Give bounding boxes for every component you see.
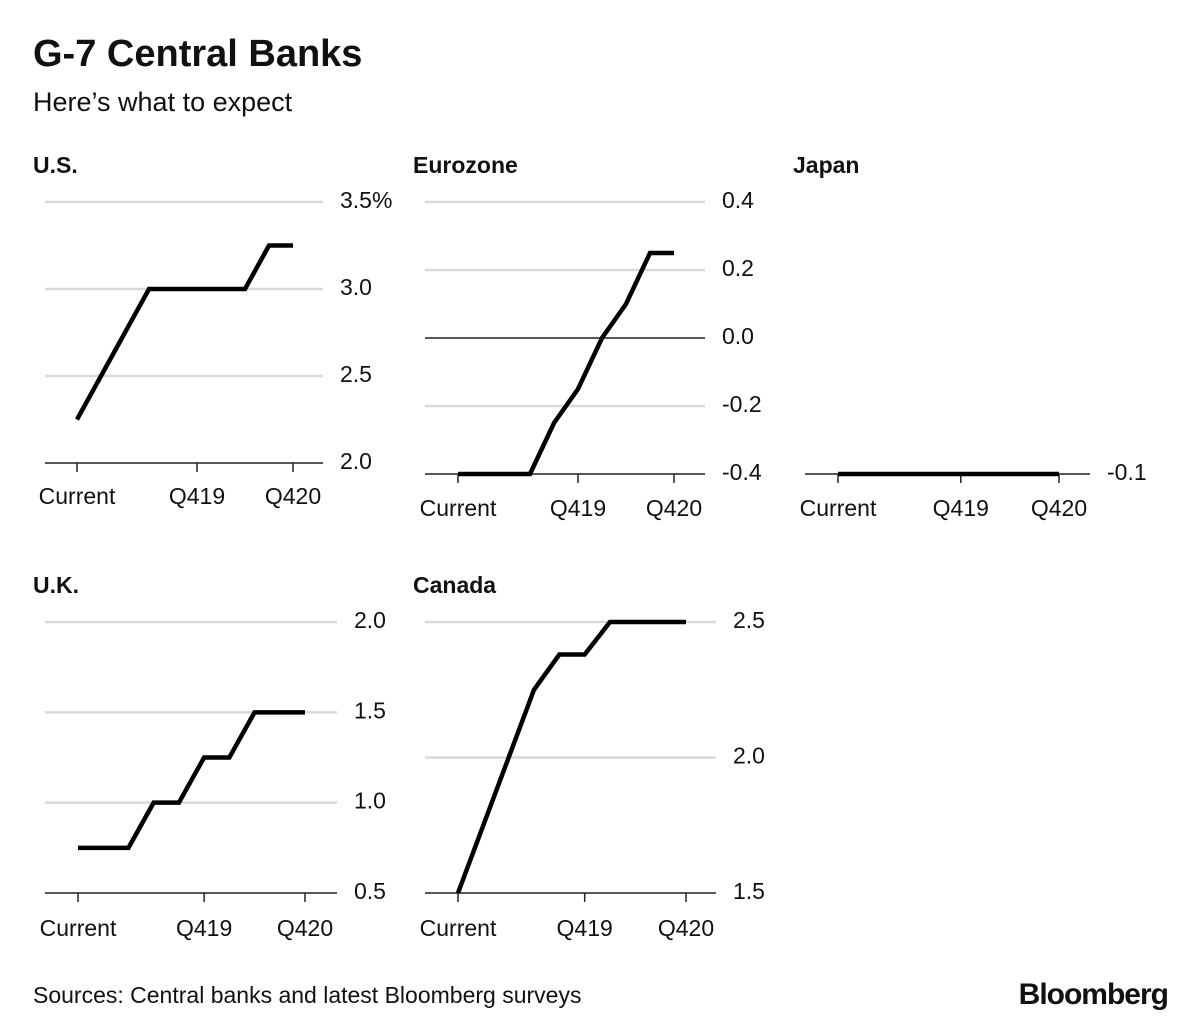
panel-title: Canada xyxy=(413,572,496,598)
title: G-7 Central Banks xyxy=(33,33,362,75)
x-tick-label: Current xyxy=(420,495,497,521)
y-tick-label: -0.2 xyxy=(722,391,762,417)
y-tick-label: 1.5 xyxy=(354,697,386,723)
x-tick-label: Current xyxy=(800,495,877,521)
panel-title: U.S. xyxy=(33,152,78,178)
data-line xyxy=(78,710,305,851)
x-tick-label: Q419 xyxy=(176,915,232,941)
y-tick-label: 2.0 xyxy=(733,743,765,769)
panel-title: U.K. xyxy=(33,572,79,598)
x-tick-label: Q419 xyxy=(557,915,613,941)
y-tick-label: -0.1 xyxy=(1107,459,1147,485)
y-tick-label: 2.5 xyxy=(733,607,765,633)
x-tick-label: Q419 xyxy=(169,483,225,509)
y-tick-label: 2.5 xyxy=(340,361,372,387)
brand: Bloomberg xyxy=(1019,978,1168,1011)
y-tick-label: 1.0 xyxy=(354,788,386,814)
x-tick-label: Q420 xyxy=(1031,495,1087,521)
x-tick-label: Q420 xyxy=(646,495,702,521)
y-tick-label: 0.4 xyxy=(722,187,754,213)
x-tick-label: Current xyxy=(39,483,116,509)
y-tick-label: 1.5 xyxy=(733,878,765,904)
data-line xyxy=(458,250,674,477)
y-tick-label: 2.0 xyxy=(340,448,372,474)
subtitle: Here’s what to expect xyxy=(33,87,293,117)
y-tick-label: 0.5 xyxy=(354,878,386,904)
y-tick-label: -0.4 xyxy=(722,459,762,485)
x-tick-label: Q420 xyxy=(277,915,333,941)
y-tick-label: 3.0 xyxy=(340,274,372,300)
data-line xyxy=(75,243,293,421)
source: Sources: Central banks and latest Bloomb… xyxy=(33,982,581,1008)
data-line xyxy=(455,619,686,894)
x-tick-label: Q419 xyxy=(550,495,606,521)
x-tick-label: Q420 xyxy=(265,483,321,509)
x-tick-label: Q419 xyxy=(933,495,989,521)
y-tick-label: 2.0 xyxy=(354,607,386,633)
y-tick-label: 0.0 xyxy=(722,323,754,349)
y-tick-label: 0.2 xyxy=(722,255,754,281)
x-tick-label: Current xyxy=(420,915,497,941)
panel-title: Eurozone xyxy=(413,152,518,178)
x-tick-label: Current xyxy=(40,915,117,941)
x-tick-label: Q420 xyxy=(658,915,714,941)
y-tick-label: 3.5% xyxy=(340,187,392,213)
panel-title: Japan xyxy=(793,152,859,178)
